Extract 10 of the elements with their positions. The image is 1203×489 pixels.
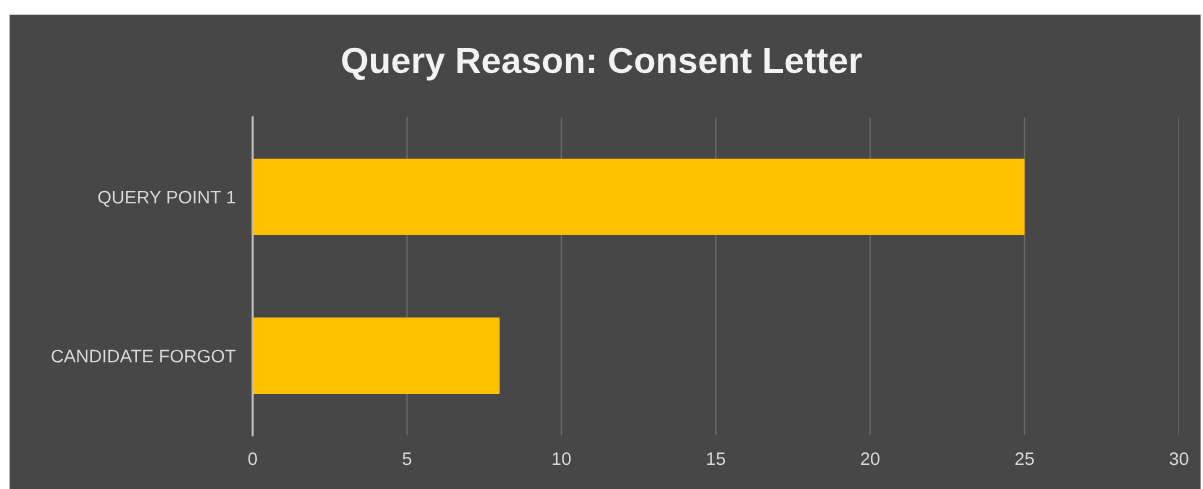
x-tick-label: 30 [1169,452,1189,466]
x-tick-label: 0 [248,452,257,466]
x-tick-label: 5 [402,452,412,466]
y-tick-label: CANDIDATE FORGOT [51,349,236,363]
x-tick-label: 25 [1015,452,1034,466]
x-tick-label: 15 [707,452,726,466]
y-tick-label: QUERY POINT 1 [98,190,236,207]
x-tick-label: 20 [861,452,880,466]
x-tick-label: 10 [552,452,571,466]
chart-title: Query Reason: Consent Letter [342,47,862,81]
